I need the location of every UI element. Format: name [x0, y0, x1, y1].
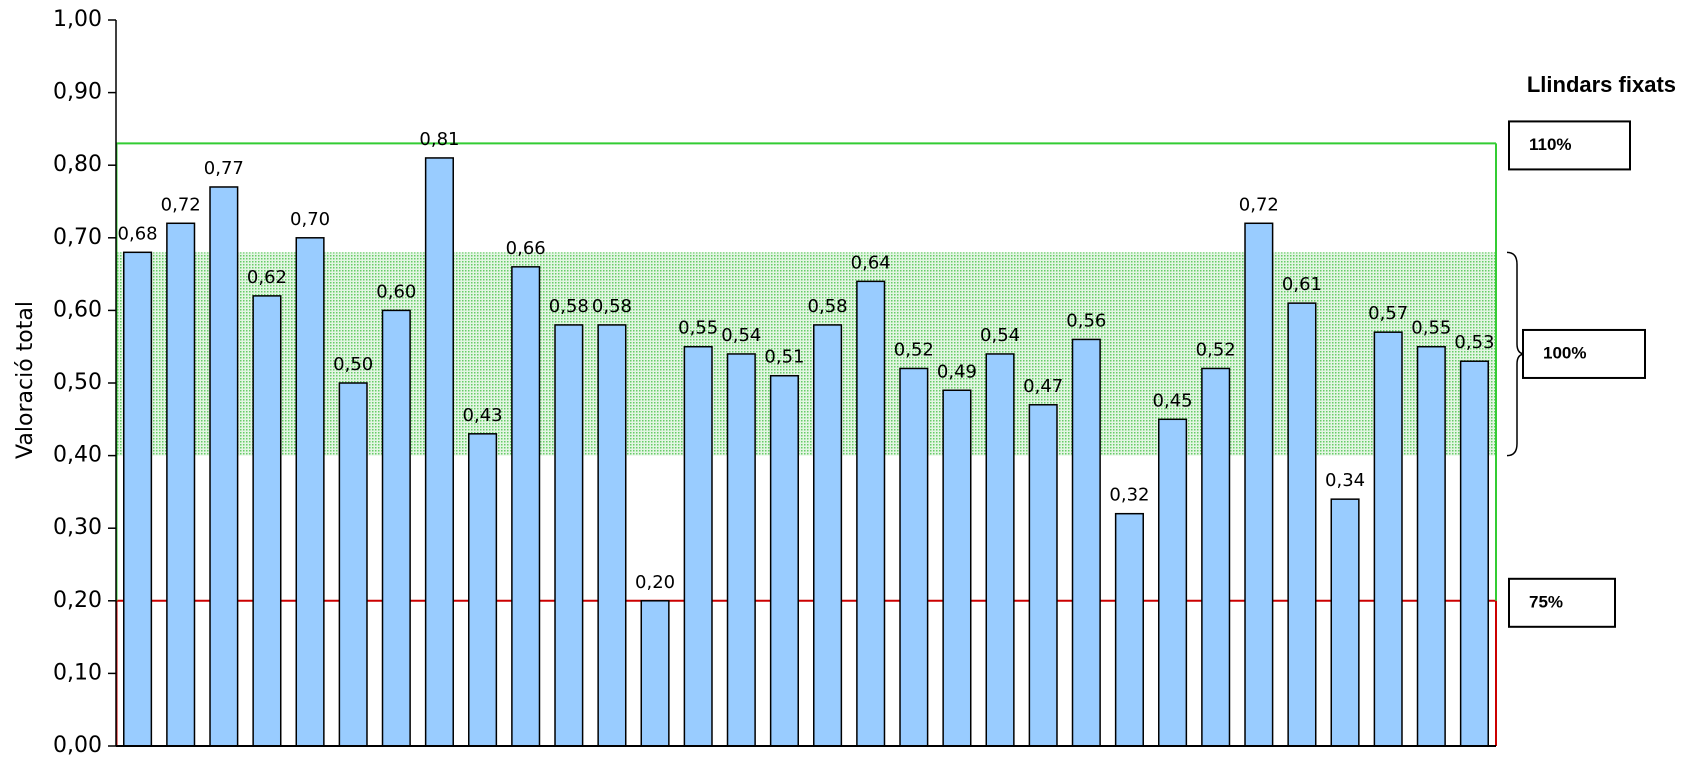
bar [769, 374, 799, 747]
bar [1416, 345, 1446, 747]
value-label: 0,72 [161, 194, 201, 215]
bar [942, 389, 972, 747]
bar [338, 382, 368, 747]
value-label: 0,53 [1454, 332, 1494, 353]
value-label: 0,55 [678, 318, 718, 339]
y-tick-label: 0,40 [53, 443, 102, 468]
bar [554, 324, 584, 747]
value-label: 0,51 [764, 347, 804, 368]
y-tick-label: 0,30 [53, 515, 102, 540]
bar [166, 222, 196, 747]
y-axis-label: Valoració total [13, 301, 38, 459]
value-label: 0,20 [635, 572, 675, 593]
y-tick-label: 0,50 [53, 370, 102, 395]
value-label: 0,43 [463, 405, 503, 426]
bar [856, 280, 886, 747]
bar [899, 367, 929, 747]
value-label: 0,34 [1325, 470, 1365, 491]
legend-label: 110% [1529, 135, 1572, 154]
value-label: 0,50 [333, 354, 373, 375]
bar [381, 309, 411, 747]
value-label: 0,81 [419, 129, 459, 150]
bar [511, 266, 541, 747]
bar [1114, 512, 1144, 747]
bar [726, 353, 756, 747]
y-tick-label: 0,10 [53, 660, 102, 685]
y-tick-label: 0,70 [53, 225, 102, 250]
bar [1373, 331, 1403, 747]
value-label: 0,52 [1196, 339, 1236, 360]
bar [813, 324, 843, 747]
value-label: 0,55 [1411, 318, 1451, 339]
y-tick-label: 0,60 [53, 297, 102, 322]
bar [1028, 404, 1058, 747]
y-tick-label: 0,90 [53, 80, 102, 105]
value-label: 0,58 [549, 296, 589, 317]
legend-label: 75% [1529, 592, 1563, 611]
y-tick-label: 1,00 [53, 7, 102, 32]
legend-box [1508, 577, 1616, 628]
bar [1330, 498, 1360, 747]
bar [640, 600, 670, 747]
value-label: 0,61 [1282, 274, 1322, 295]
value-label: 0,77 [204, 158, 244, 179]
bar [468, 433, 498, 747]
bar [597, 324, 627, 747]
value-label: 0,70 [290, 209, 330, 230]
value-label: 0,56 [1066, 310, 1106, 331]
value-label: 0,64 [851, 252, 891, 273]
value-label: 0,32 [1109, 485, 1149, 506]
bar [1158, 418, 1188, 747]
bar [295, 237, 325, 747]
bar [424, 157, 454, 747]
value-label: 0,52 [894, 339, 934, 360]
value-label: 0,68 [118, 223, 158, 244]
legend-title: Llindars fixats [1527, 72, 1676, 97]
bar [1287, 302, 1317, 747]
bar [209, 186, 239, 747]
legend-box [1508, 120, 1631, 171]
value-label: 0,49 [937, 361, 977, 382]
value-label: 0,58 [592, 296, 632, 317]
value-label: 0,66 [506, 238, 546, 259]
value-label: 0,54 [980, 325, 1020, 346]
value-label: 0,47 [1023, 376, 1063, 397]
value-label: 0,72 [1239, 194, 1279, 215]
value-label: 0,45 [1153, 390, 1193, 411]
value-label: 0,58 [808, 296, 848, 317]
bar [1459, 360, 1489, 747]
value-label: 0,60 [376, 281, 416, 302]
legend-label: 100% [1543, 343, 1586, 362]
bar [252, 295, 282, 747]
bar [683, 345, 713, 747]
legend-box [1522, 328, 1646, 379]
bar [985, 353, 1015, 747]
y-tick-label: 0,80 [53, 152, 102, 177]
y-tick-label: 0,20 [53, 588, 102, 613]
bar [1071, 338, 1101, 747]
bar [1201, 367, 1231, 747]
y-tick-label: 0,00 [53, 733, 102, 758]
value-label: 0,54 [721, 325, 761, 346]
value-label: 0,62 [247, 267, 287, 288]
bar [1244, 222, 1274, 747]
bar [123, 251, 153, 747]
value-label: 0,57 [1368, 303, 1408, 324]
